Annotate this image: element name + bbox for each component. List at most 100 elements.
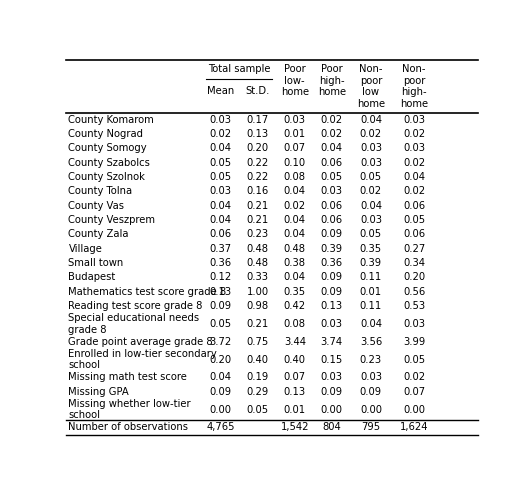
Text: 0.09: 0.09 bbox=[360, 387, 382, 397]
Text: County Szabolcs: County Szabolcs bbox=[68, 158, 150, 168]
Text: County Vas: County Vas bbox=[68, 201, 124, 211]
Text: Mean: Mean bbox=[207, 86, 234, 96]
Text: 0.06: 0.06 bbox=[210, 229, 232, 239]
Text: 0.03: 0.03 bbox=[210, 187, 232, 197]
Text: 0.00: 0.00 bbox=[210, 404, 232, 414]
Text: 3.72: 3.72 bbox=[210, 337, 232, 347]
Text: Grade point average grade 8: Grade point average grade 8 bbox=[68, 337, 213, 347]
Text: Enrolled in low-tier secondary
school: Enrolled in low-tier secondary school bbox=[68, 349, 217, 370]
Text: Budapest: Budapest bbox=[68, 273, 116, 283]
Text: County Zala: County Zala bbox=[68, 229, 129, 239]
Text: Non-
poor
low
home: Non- poor low home bbox=[357, 64, 385, 109]
Text: 3.44: 3.44 bbox=[284, 337, 306, 347]
Text: 0.04: 0.04 bbox=[360, 319, 382, 329]
Text: 0.03: 0.03 bbox=[321, 187, 343, 197]
Text: 0.00: 0.00 bbox=[321, 404, 343, 414]
Text: 0.39: 0.39 bbox=[321, 244, 343, 254]
Text: Missing math test score: Missing math test score bbox=[68, 372, 187, 382]
Text: 0.02: 0.02 bbox=[321, 115, 343, 125]
Text: 0.05: 0.05 bbox=[321, 172, 343, 182]
Text: 0.98: 0.98 bbox=[247, 301, 269, 311]
Text: 0.02: 0.02 bbox=[360, 187, 382, 197]
Text: 0.06: 0.06 bbox=[403, 229, 425, 239]
Text: 0.27: 0.27 bbox=[403, 244, 425, 254]
Text: 0.02: 0.02 bbox=[360, 129, 382, 139]
Text: 0.37: 0.37 bbox=[210, 244, 232, 254]
Text: Total sample: Total sample bbox=[208, 64, 270, 74]
Text: 0.02: 0.02 bbox=[403, 129, 425, 139]
Text: 0.15: 0.15 bbox=[321, 355, 343, 365]
Text: 0.04: 0.04 bbox=[210, 143, 232, 153]
Text: 0.09: 0.09 bbox=[321, 229, 343, 239]
Text: 0.05: 0.05 bbox=[210, 158, 232, 168]
Text: 0.06: 0.06 bbox=[321, 201, 343, 211]
Text: 0.35: 0.35 bbox=[284, 287, 306, 297]
Text: 0.03: 0.03 bbox=[360, 215, 382, 225]
Text: 0.04: 0.04 bbox=[360, 115, 382, 125]
Text: 0.39: 0.39 bbox=[360, 258, 382, 268]
Text: 0.04: 0.04 bbox=[284, 187, 306, 197]
Text: 0.75: 0.75 bbox=[246, 337, 269, 347]
Text: 0.11: 0.11 bbox=[360, 301, 382, 311]
Text: 0.05: 0.05 bbox=[403, 355, 425, 365]
Text: 0.04: 0.04 bbox=[210, 215, 232, 225]
Text: 0.04: 0.04 bbox=[321, 143, 343, 153]
Text: County Veszprem: County Veszprem bbox=[68, 215, 156, 225]
Text: 0.02: 0.02 bbox=[403, 187, 425, 197]
Text: 0.05: 0.05 bbox=[210, 172, 232, 182]
Text: 0.21: 0.21 bbox=[246, 319, 269, 329]
Text: 0.07: 0.07 bbox=[284, 143, 306, 153]
Text: Non-
poor
high-
home: Non- poor high- home bbox=[400, 64, 428, 109]
Text: 0.56: 0.56 bbox=[403, 287, 425, 297]
Text: Number of observations: Number of observations bbox=[68, 423, 189, 433]
Text: 0.40: 0.40 bbox=[284, 355, 306, 365]
Text: 0.02: 0.02 bbox=[284, 201, 306, 211]
Text: County Komarom: County Komarom bbox=[68, 115, 154, 125]
Text: 0.05: 0.05 bbox=[247, 404, 269, 414]
Text: 0.02: 0.02 bbox=[321, 129, 343, 139]
Text: 1.00: 1.00 bbox=[247, 287, 269, 297]
Text: 0.36: 0.36 bbox=[210, 258, 232, 268]
Text: 0.03: 0.03 bbox=[321, 319, 343, 329]
Text: 0.03: 0.03 bbox=[360, 372, 382, 382]
Text: 0.20: 0.20 bbox=[247, 143, 269, 153]
Text: 0.07: 0.07 bbox=[284, 372, 306, 382]
Text: 0.42: 0.42 bbox=[284, 301, 306, 311]
Text: 0.29: 0.29 bbox=[246, 387, 269, 397]
Text: 0.09: 0.09 bbox=[210, 387, 232, 397]
Text: 3.56: 3.56 bbox=[360, 337, 382, 347]
Text: Special educational needs
grade 8: Special educational needs grade 8 bbox=[68, 313, 200, 334]
Text: 0.03: 0.03 bbox=[360, 143, 382, 153]
Text: 0.48: 0.48 bbox=[247, 244, 269, 254]
Text: 0.04: 0.04 bbox=[360, 201, 382, 211]
Text: 0.11: 0.11 bbox=[360, 273, 382, 283]
Text: 0.34: 0.34 bbox=[403, 258, 425, 268]
Text: Reading test score grade 8: Reading test score grade 8 bbox=[68, 301, 203, 311]
Text: 0.03: 0.03 bbox=[403, 319, 425, 329]
Text: 4,765: 4,765 bbox=[207, 423, 235, 433]
Text: 0.38: 0.38 bbox=[284, 258, 306, 268]
Text: 0.21: 0.21 bbox=[246, 201, 269, 211]
Text: 0.02: 0.02 bbox=[403, 372, 425, 382]
Text: 0.00: 0.00 bbox=[360, 404, 382, 414]
Text: 0.20: 0.20 bbox=[403, 273, 425, 283]
Text: 0.17: 0.17 bbox=[246, 115, 269, 125]
Text: 0.13: 0.13 bbox=[321, 301, 343, 311]
Text: 0.00: 0.00 bbox=[403, 404, 425, 414]
Text: 0.03: 0.03 bbox=[403, 143, 425, 153]
Text: 0.12: 0.12 bbox=[210, 273, 232, 283]
Text: 0.05: 0.05 bbox=[360, 229, 382, 239]
Text: 0.36: 0.36 bbox=[321, 258, 343, 268]
Text: 0.03: 0.03 bbox=[321, 372, 343, 382]
Text: 0.22: 0.22 bbox=[246, 158, 269, 168]
Text: 0.03: 0.03 bbox=[360, 158, 382, 168]
Text: County Szolnok: County Szolnok bbox=[68, 172, 145, 182]
Text: 0.09: 0.09 bbox=[210, 301, 232, 311]
Text: 0.20: 0.20 bbox=[210, 355, 232, 365]
Text: Small town: Small town bbox=[68, 258, 124, 268]
Text: 0.03: 0.03 bbox=[284, 115, 306, 125]
Text: 0.23: 0.23 bbox=[247, 229, 269, 239]
Text: 0.04: 0.04 bbox=[284, 229, 306, 239]
Text: 0.19: 0.19 bbox=[246, 372, 269, 382]
Text: 0.05: 0.05 bbox=[403, 215, 425, 225]
